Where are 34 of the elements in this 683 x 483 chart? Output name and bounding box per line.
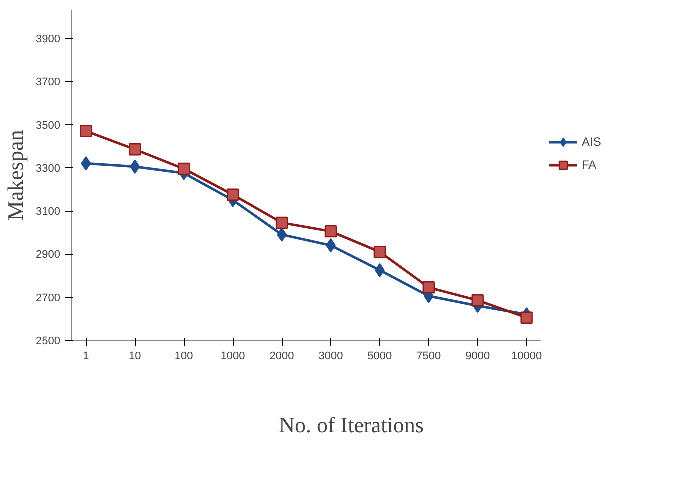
x-tick-label: 100 xyxy=(174,350,194,362)
point xyxy=(422,282,435,294)
x-tick-label: 10 xyxy=(129,350,142,362)
x-tick-label: 9000 xyxy=(466,350,490,362)
y-tick-label: 3700 xyxy=(36,76,61,89)
point xyxy=(130,160,140,174)
x-axis-title: No. of Iterations xyxy=(279,412,424,438)
y-tick-label: 3300 xyxy=(36,162,61,175)
x-tick-label: 7500 xyxy=(416,350,442,362)
x-tick-label: 3000 xyxy=(318,350,344,362)
point xyxy=(520,312,533,324)
y-tick-label: 2700 xyxy=(36,292,61,304)
point xyxy=(226,188,240,202)
point xyxy=(81,156,92,171)
x-tick-label: 1000 xyxy=(220,350,246,362)
point xyxy=(324,225,338,238)
point xyxy=(129,144,142,156)
point xyxy=(472,294,484,307)
x-tick-label: 10000 xyxy=(512,350,542,362)
point xyxy=(374,246,386,258)
y-tick-label: 3100 xyxy=(36,206,61,218)
x-tick-label: 5000 xyxy=(368,350,392,362)
x-tick-label: 1 xyxy=(83,350,90,362)
y-tick-label: 2900 xyxy=(36,249,61,262)
y-tick-label: 2500 xyxy=(36,336,61,348)
y-tick-label: 3500 xyxy=(36,120,61,132)
y-tick-label: 3900 xyxy=(36,34,61,46)
legend-label: FA xyxy=(582,158,598,172)
x-tick-label: 2000 xyxy=(270,350,294,362)
y-axis-title: Makespan xyxy=(3,130,28,221)
point xyxy=(80,125,92,138)
legend-label: AIS xyxy=(582,135,602,149)
point xyxy=(276,216,288,230)
point xyxy=(178,162,190,176)
